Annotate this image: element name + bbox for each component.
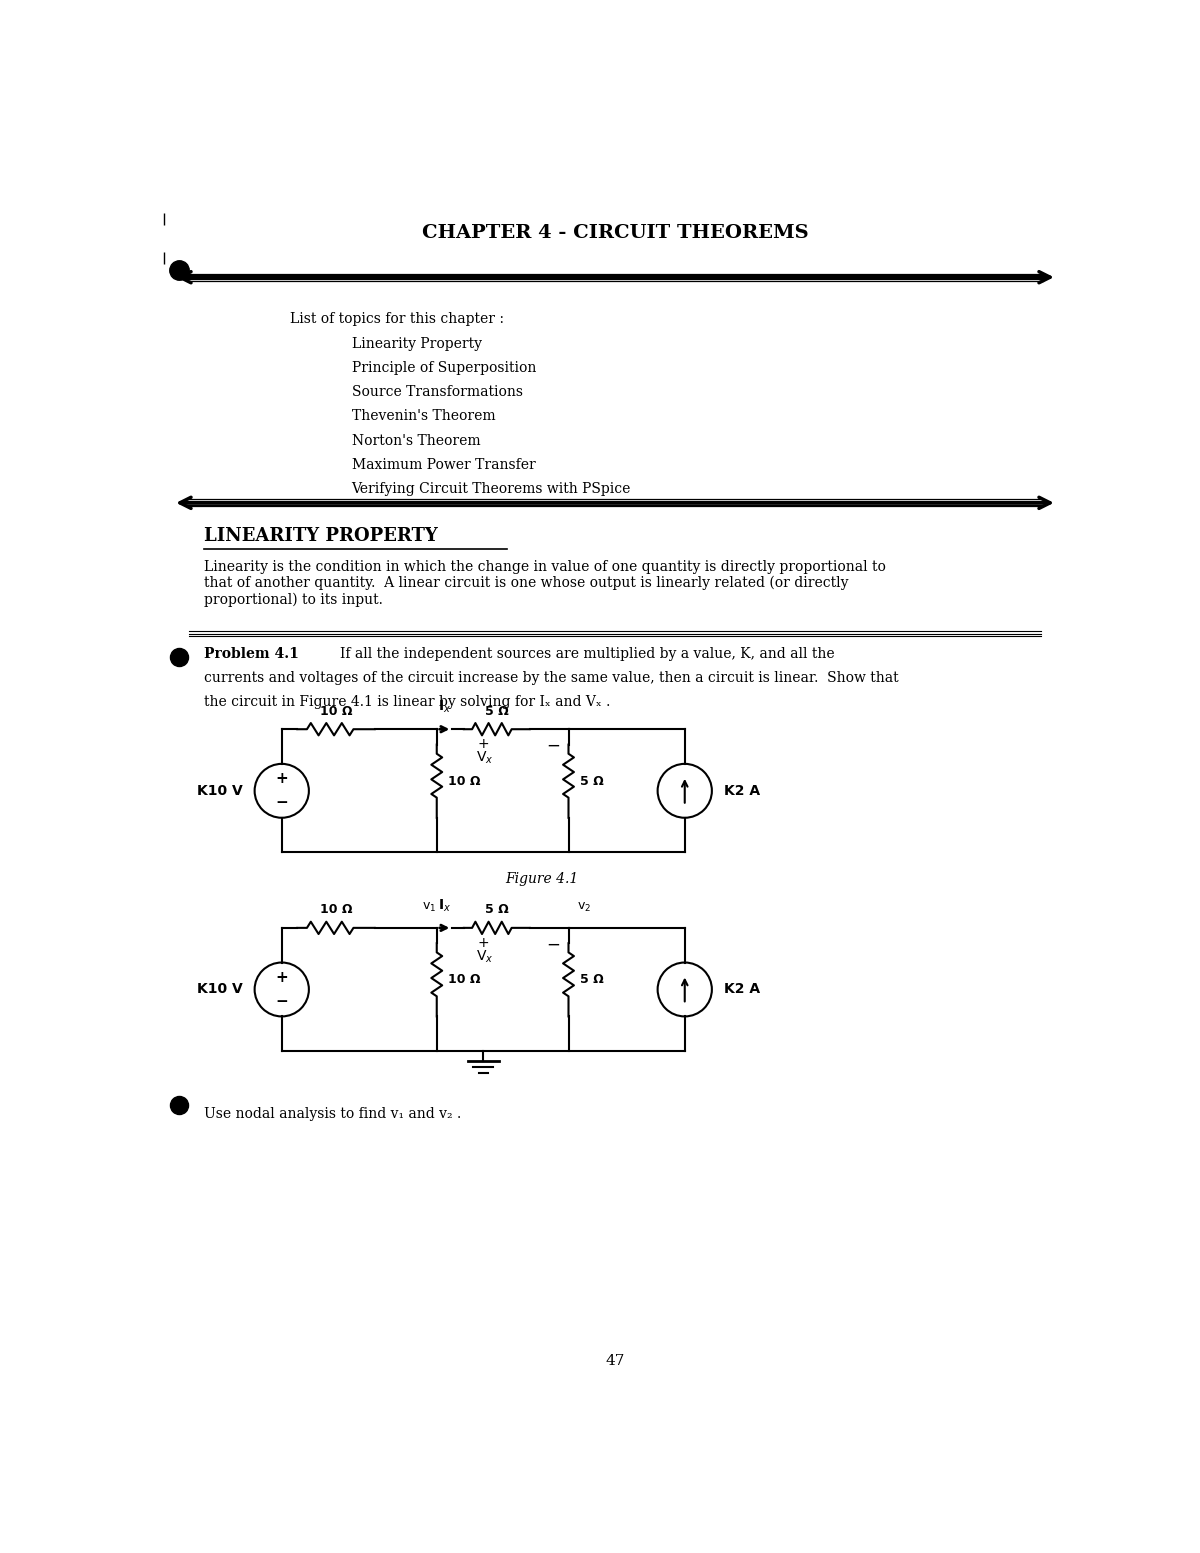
- Text: Principle of Superposition: Principle of Superposition: [352, 360, 536, 374]
- Text: V$_x$: V$_x$: [476, 949, 493, 964]
- Text: I$_x$: I$_x$: [438, 898, 451, 915]
- Text: v$_2$: v$_2$: [577, 901, 592, 915]
- Text: −: −: [546, 935, 560, 954]
- Text: 10 Ω: 10 Ω: [449, 974, 481, 986]
- Text: 5 Ω: 5 Ω: [580, 775, 604, 787]
- Text: Linearity Property: Linearity Property: [352, 337, 481, 351]
- Text: 10 Ω: 10 Ω: [319, 705, 353, 717]
- Text: Use nodal analysis to find v₁ and v₂ .: Use nodal analysis to find v₁ and v₂ .: [204, 1107, 462, 1121]
- Text: 5 Ω: 5 Ω: [485, 705, 509, 717]
- Text: +: +: [478, 738, 490, 752]
- Text: Source Transformations: Source Transformations: [352, 385, 522, 399]
- Text: LINEARITY PROPERTY: LINEARITY PROPERTY: [204, 528, 438, 545]
- Text: K10 V: K10 V: [197, 784, 242, 798]
- Text: 5 Ω: 5 Ω: [485, 904, 509, 916]
- Text: 10 Ω: 10 Ω: [319, 904, 353, 916]
- Text: K10 V: K10 V: [197, 983, 242, 997]
- Text: currents and voltages of the circuit increase by the same value, then a circuit : currents and voltages of the circuit inc…: [204, 671, 899, 685]
- Text: 47: 47: [605, 1354, 625, 1368]
- Text: K2 A: K2 A: [724, 784, 760, 798]
- Text: the circuit in Figure 4.1 is linear by solving for Iₓ and Vₓ .: the circuit in Figure 4.1 is linear by s…: [204, 694, 611, 708]
- Text: I$_x$: I$_x$: [438, 699, 451, 716]
- Text: Verifying Circuit Theorems with PSpice: Verifying Circuit Theorems with PSpice: [352, 481, 631, 495]
- Text: CHAPTER 4 - CIRCUIT THEOREMS: CHAPTER 4 - CIRCUIT THEOREMS: [421, 224, 809, 242]
- Text: Maximum Power Transfer: Maximum Power Transfer: [352, 458, 535, 472]
- Text: Problem 4.1: Problem 4.1: [204, 646, 299, 662]
- Text: v$_1$: v$_1$: [422, 901, 436, 915]
- Text: −: −: [546, 738, 560, 755]
- Text: List of topics for this chapter :: List of topics for this chapter :: [289, 312, 504, 326]
- Text: 5 Ω: 5 Ω: [580, 974, 604, 986]
- Text: V$_x$: V$_x$: [476, 750, 493, 766]
- Text: +: +: [275, 969, 288, 985]
- Text: Figure 4.1: Figure 4.1: [505, 873, 578, 887]
- Text: Thevenin's Theorem: Thevenin's Theorem: [352, 410, 496, 424]
- Text: K2 A: K2 A: [724, 983, 760, 997]
- Text: 10 Ω: 10 Ω: [449, 775, 481, 787]
- Text: Norton's Theorem: Norton's Theorem: [352, 433, 480, 447]
- Text: +: +: [275, 772, 288, 786]
- Text: −: −: [275, 994, 288, 1009]
- Text: Linearity is the condition in which the change in value of one quantity is direc: Linearity is the condition in which the …: [204, 559, 886, 607]
- Text: +: +: [478, 935, 490, 949]
- Text: If all the independent sources are multiplied by a value, K, and all the: If all the independent sources are multi…: [340, 646, 834, 662]
- Text: −: −: [275, 795, 288, 811]
